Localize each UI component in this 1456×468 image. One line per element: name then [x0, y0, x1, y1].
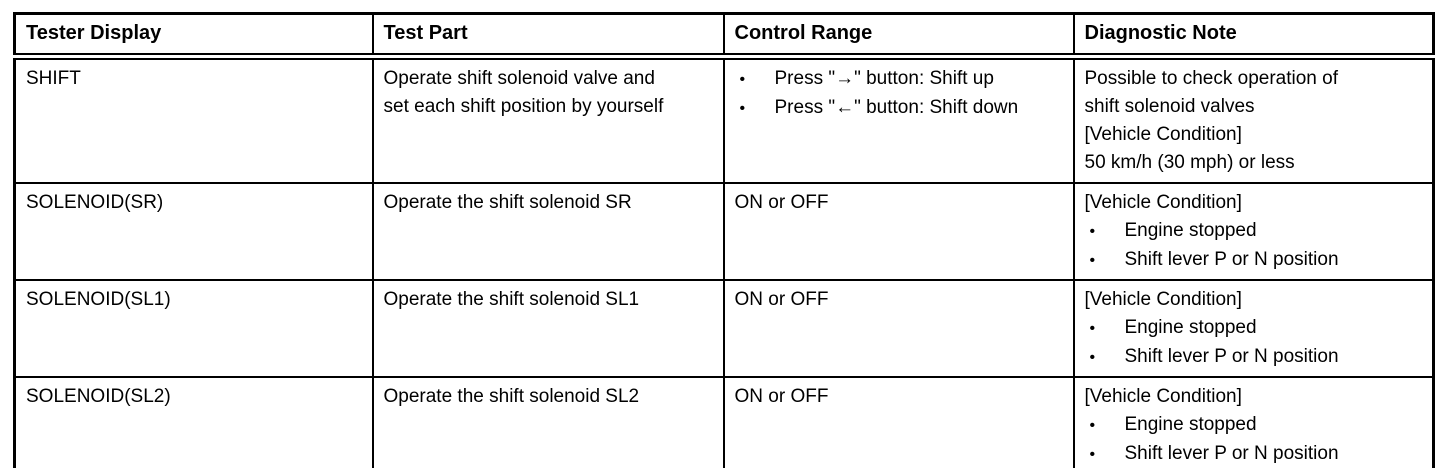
text-line: ON or OFF [734, 192, 829, 213]
text-line: SOLENOID(SL2) [26, 386, 171, 407]
bullet-icon: • [1089, 349, 1096, 366]
bullet-line: • Engine stopped [1085, 314, 1423, 343]
text-line: set each shift position by yourself [383, 96, 664, 117]
text-line: Possible to check operation of [1084, 68, 1339, 89]
table-cell: Operate the shift solenoid SL2 [371, 376, 725, 468]
table-cell: SOLENOID(SR) [13, 182, 374, 281]
table-cell: Operate the shift solenoid SL1 [371, 279, 725, 378]
text-line: Operate the shift solenoid SL2 [383, 386, 640, 407]
bullet-text: Shift lever P or N position [1124, 346, 1339, 367]
table-cell: ON or OFF [722, 182, 1075, 281]
text-line: ON or OFF [734, 386, 829, 407]
table-cell: [Vehicle Condition] • Engine stopped • Shift… [1072, 279, 1435, 378]
text-line: SHIFT [26, 68, 81, 89]
text-line: [Vehicle Condition] [1084, 124, 1242, 145]
bullet-text: Press "←" button: Shift down [774, 97, 1019, 118]
table-cell: SOLENOID(SL1) [13, 279, 374, 378]
bullet-text: Engine stopped [1124, 414, 1257, 435]
table-row: SHIFT Operate shift solenoid valve and set… [13, 55, 1435, 184]
table-cell: Operate shift solenoid valve and set each… [371, 55, 725, 184]
bullet-line: • Engine stopped [1085, 411, 1423, 440]
column-header-control-range: Control Range [722, 12, 1075, 60]
bullet-icon: • [739, 71, 746, 88]
table-cell: • Press "→" button: Shift up • Press "←" bu… [722, 55, 1075, 184]
bullet-line: • Engine stopped [1085, 217, 1423, 246]
table-cell: ON or OFF [722, 279, 1075, 378]
text-line: ON or OFF [734, 289, 829, 310]
table-cell: [Vehicle Condition] • Engine stopped • Shift… [1072, 376, 1435, 468]
text-line: 50 km/h (30 mph) or less [1084, 152, 1295, 173]
bullet-line: • Shift lever P or N position [1085, 440, 1423, 468]
table-row: SOLENOID(SL2) Operate the shift solenoid … [13, 376, 1435, 468]
bullet-icon: • [1089, 223, 1096, 240]
bullet-icon: • [1089, 320, 1096, 337]
text-line: SOLENOID(SR) [26, 192, 164, 213]
active-test-table: Tester Display Test Part Control Range D… [13, 12, 1435, 468]
header-row: Tester Display Test Part Control Range D… [13, 12, 1435, 60]
bullet-line: • Press "←" button: Shift down [735, 94, 1063, 123]
bullet-text: Press "→" button: Shift up [774, 68, 994, 89]
bullet-line: • Shift lever P or N position [1085, 343, 1423, 372]
table-cell: SOLENOID(SL2) [13, 376, 374, 468]
text-line: SOLENOID(SL1) [26, 289, 171, 310]
table-cell: ON or OFF [722, 376, 1075, 468]
table-cell: Possible to check operation of shift sole… [1072, 55, 1435, 184]
text-line: [Vehicle Condition] [1084, 192, 1242, 213]
column-header-test-part: Test Part [371, 12, 725, 60]
bullet-icon: • [1089, 252, 1096, 269]
text-line: [Vehicle Condition] [1084, 289, 1242, 310]
text-line: Operate shift solenoid valve and [383, 68, 655, 89]
table-row: SOLENOID(SR) Operate the shift solenoid S… [13, 182, 1435, 281]
bullet-icon: • [1089, 417, 1096, 434]
bullet-text: Engine stopped [1124, 317, 1257, 338]
bullet-text: Engine stopped [1124, 220, 1257, 241]
text-line: Operate the shift solenoid SR [383, 192, 632, 213]
bullet-line: • Press "→" button: Shift up [735, 65, 1063, 94]
table-row: SOLENOID(SL1) Operate the shift solenoid … [13, 279, 1435, 378]
text-line: [Vehicle Condition] [1084, 386, 1242, 407]
table-cell: Operate the shift solenoid SR [371, 182, 725, 281]
table-cell: SHIFT [13, 55, 374, 184]
column-header-tester-display: Tester Display [13, 12, 374, 60]
bullet-line: • Shift lever P or N position [1085, 246, 1423, 275]
bullet-icon: • [739, 100, 746, 117]
column-header-diagnostic-note: Diagnostic Note [1072, 12, 1435, 60]
bullet-icon: • [1089, 446, 1096, 463]
text-line: shift solenoid valves [1084, 96, 1255, 117]
bullet-text: Shift lever P or N position [1124, 443, 1339, 464]
bullet-text: Shift lever P or N position [1124, 249, 1339, 270]
text-line: Operate the shift solenoid SL1 [383, 289, 640, 310]
table-cell: [Vehicle Condition] • Engine stopped • Shift… [1072, 182, 1435, 281]
